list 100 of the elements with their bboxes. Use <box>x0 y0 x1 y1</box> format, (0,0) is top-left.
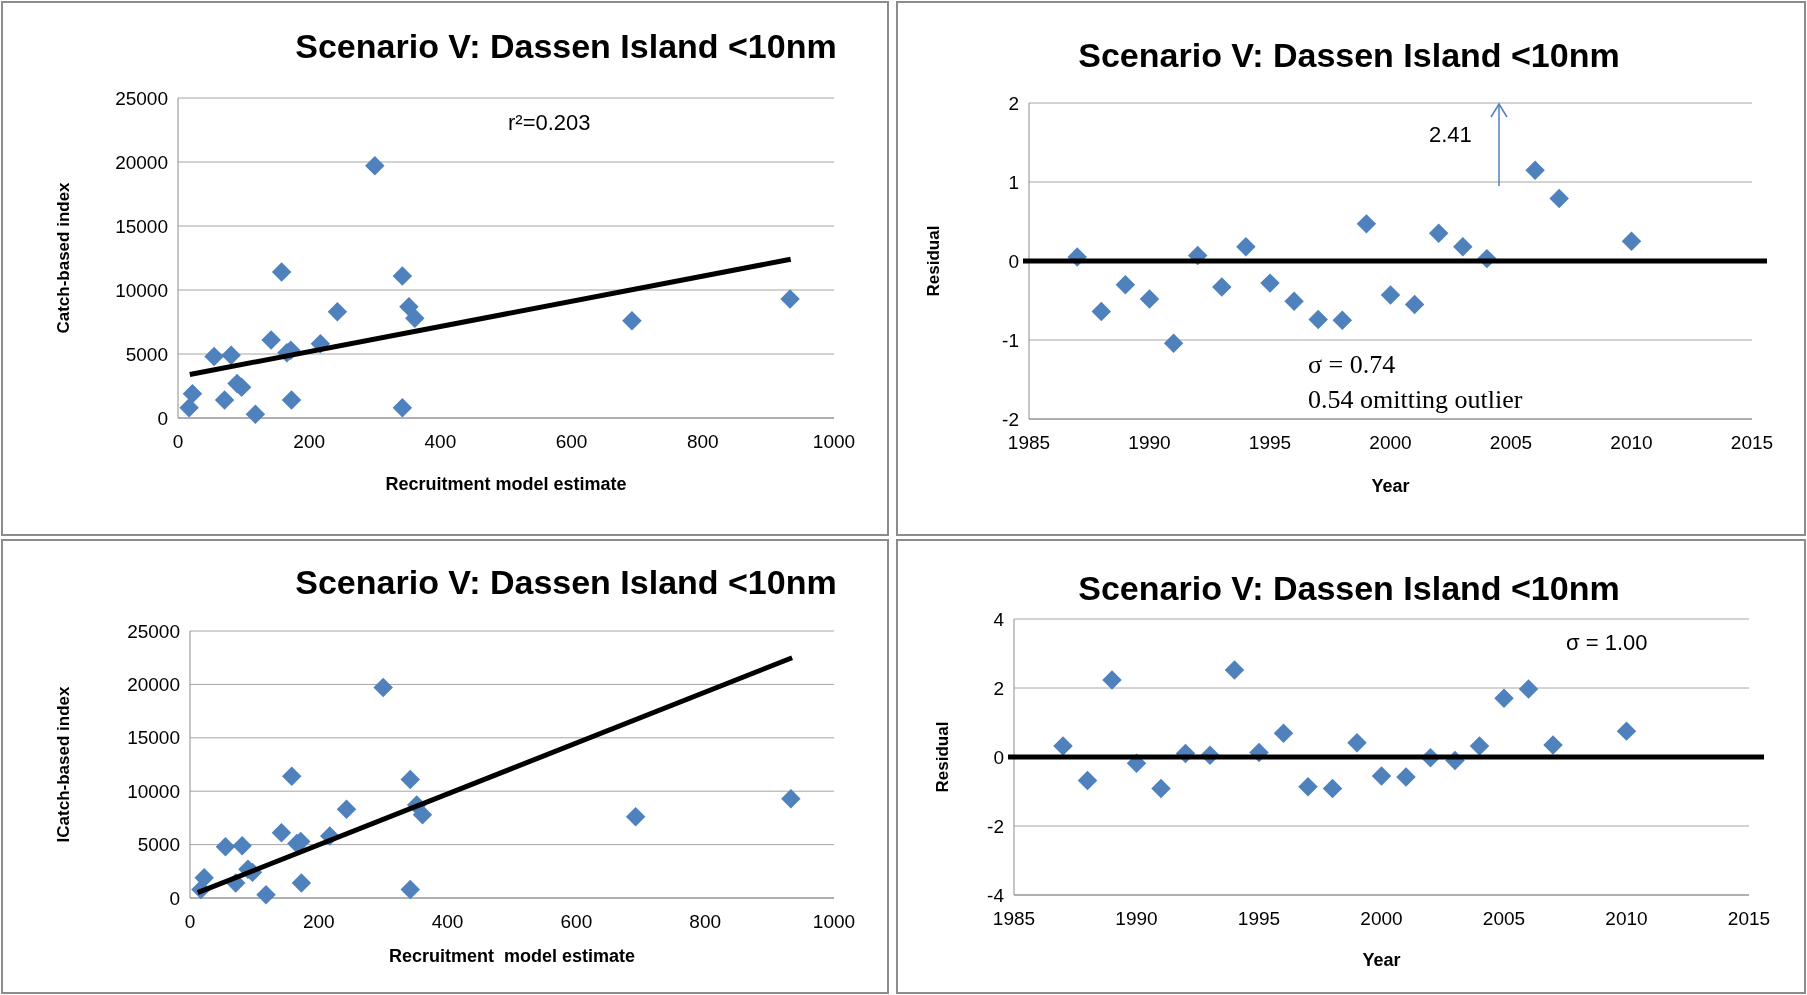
y-tick-label: 20000 <box>127 674 180 696</box>
point <box>1260 273 1280 293</box>
point <box>1102 670 1122 690</box>
point <box>1518 679 1539 699</box>
x-tick-label: 800 <box>686 431 719 452</box>
y-tick-label: 10000 <box>127 780 180 802</box>
x-tick-label: 800 <box>689 911 722 932</box>
point <box>1091 301 1112 322</box>
x-tick-label: 600 <box>560 911 593 932</box>
x-tick-label: 2010 <box>1605 908 1648 929</box>
y-tick-label: 0 <box>157 407 168 429</box>
point <box>373 677 393 698</box>
x-axis-title: Recruitment model estimate <box>388 946 636 966</box>
point <box>245 404 266 424</box>
point <box>271 823 292 843</box>
y-axis-title: Catch-based index <box>54 181 73 334</box>
y-axis-title: Residual <box>924 225 943 297</box>
x-tick-label: 1995 <box>1237 908 1281 929</box>
point <box>1347 733 1367 753</box>
annotation: r²=0.203 <box>508 110 591 135</box>
point <box>1284 291 1304 312</box>
x-axis-title: Year <box>1371 476 1410 496</box>
point <box>1469 736 1490 756</box>
point <box>405 308 425 328</box>
x-tick-label: 1000 <box>812 911 856 932</box>
x-tick-label: 200 <box>293 431 326 452</box>
point <box>400 769 420 790</box>
x-tick-label: 2000 <box>1369 432 1412 453</box>
x-tick-label: 1985 <box>992 908 1036 929</box>
point <box>1356 214 1377 234</box>
point <box>1380 285 1401 305</box>
point <box>1621 231 1642 251</box>
x-tick-label: 2005 <box>1489 432 1533 453</box>
x-tick-label: 1000 <box>812 431 856 452</box>
x-tick-label: 2000 <box>1360 908 1403 929</box>
point <box>214 390 235 410</box>
y-tick-label: 10000 <box>115 279 168 301</box>
y-tick-label: 15000 <box>127 727 180 749</box>
point <box>1428 223 1449 244</box>
chart-title: Scenario V: Dassen Island <10nm <box>295 27 837 65</box>
point <box>625 807 646 827</box>
point <box>1616 721 1637 741</box>
point <box>392 398 413 418</box>
y-axis-title: ICatch-based index <box>54 686 73 843</box>
point <box>1139 289 1160 309</box>
x-tick-label: 2015 <box>1727 908 1771 929</box>
point <box>1298 776 1318 797</box>
x-tick-label: 200 <box>302 911 335 932</box>
y-axis-title: Residual <box>933 721 952 793</box>
point <box>399 296 419 317</box>
point <box>365 156 385 176</box>
chart-title: Scenario V: Dassen Island <10nm <box>1078 36 1620 74</box>
point <box>232 835 252 856</box>
y-tick-label: 4 <box>993 608 1005 630</box>
point <box>1151 778 1171 799</box>
point <box>1115 274 1136 295</box>
point <box>1163 333 1184 353</box>
y-tick-label: 2 <box>1008 92 1019 114</box>
point <box>204 346 224 367</box>
y-tick-label: 25000 <box>127 620 180 642</box>
point <box>1053 736 1073 756</box>
y-tick-label: 0 <box>169 887 180 909</box>
point <box>291 873 312 893</box>
point <box>221 345 241 366</box>
x-tick-label: 1990 <box>1115 908 1158 929</box>
x-tick-label: 2010 <box>1610 432 1653 453</box>
point <box>256 885 276 905</box>
chart-title: Scenario V: Dassen Island <10nm <box>295 563 837 601</box>
point <box>780 289 800 309</box>
point <box>1525 160 1545 180</box>
point <box>261 330 281 350</box>
point <box>392 266 413 286</box>
point <box>282 766 302 786</box>
point <box>1273 723 1294 743</box>
point <box>1308 309 1328 330</box>
point <box>1396 767 1416 787</box>
annotation: 2.41 <box>1429 122 1472 147</box>
y-tick-label: -2 <box>987 815 1004 837</box>
point <box>412 804 433 825</box>
y-tick-label: 25000 <box>115 87 168 109</box>
point <box>781 788 801 809</box>
point <box>271 262 292 282</box>
y-tick-label: -2 <box>1002 408 1019 430</box>
point <box>400 879 420 900</box>
x-tick-label: 1990 <box>1128 432 1171 453</box>
x-tick-label: 1995 <box>1248 432 1292 453</box>
point <box>1404 294 1425 315</box>
point <box>1322 778 1343 799</box>
y-tick-label: 2 <box>993 677 1004 699</box>
y-tick-label: 20000 <box>115 151 168 173</box>
point <box>1224 660 1245 680</box>
y-tick-label: 15000 <box>115 215 168 237</box>
x-tick-label: 400 <box>431 911 464 932</box>
y-tick-label: 1 <box>1008 171 1019 193</box>
chart-title: Scenario V: Dassen Island <10nm <box>1078 569 1620 607</box>
x-tick-label: 0 <box>184 911 196 932</box>
y-tick-label: -4 <box>987 884 1005 906</box>
x-tick-label: 400 <box>424 431 457 452</box>
y-tick-label: 5000 <box>125 343 168 365</box>
point <box>182 383 203 404</box>
